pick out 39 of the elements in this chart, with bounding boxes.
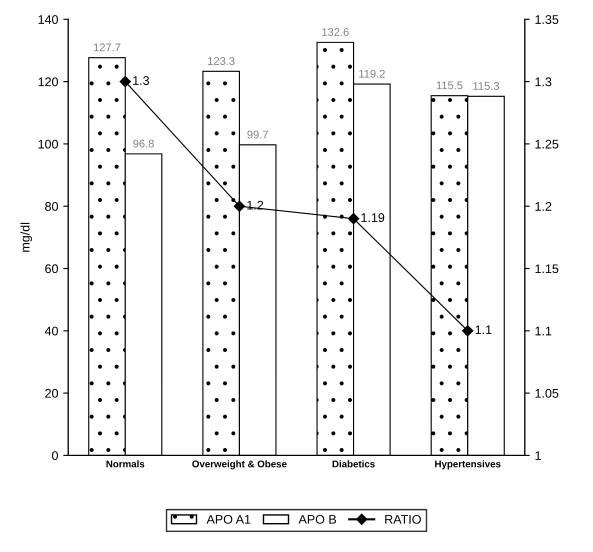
y2-tick-label: 1.05 bbox=[535, 388, 558, 398]
point bbox=[348, 213, 360, 224]
y-tick-label: 20 bbox=[45, 388, 58, 398]
y-tick-label: 120 bbox=[38, 77, 58, 86]
data-label: 132.6 bbox=[322, 28, 349, 36]
point bbox=[462, 325, 474, 336]
data-label: 119.2 bbox=[359, 70, 385, 78]
y2-tick-label: 1.1 bbox=[535, 326, 552, 336]
y2-tick-label: 1.2 bbox=[535, 202, 552, 211]
y-tick-label: 140 bbox=[38, 15, 58, 24]
x-tick-label: Normals bbox=[106, 460, 144, 468]
y-tick-label: 80 bbox=[45, 202, 58, 211]
y2-tick-label: 1.3 bbox=[535, 77, 552, 86]
legend-label: RATIO bbox=[385, 514, 421, 524]
y-tick-label: 100 bbox=[38, 140, 58, 149]
x-tick-label: Hypertensives bbox=[435, 460, 501, 470]
data-label: 127.7 bbox=[94, 43, 120, 52]
data-label: 115.3 bbox=[473, 82, 499, 90]
legend-label: APO A1 bbox=[206, 514, 250, 524]
y-tick-label: 0 bbox=[52, 451, 58, 460]
y-tick-label: 40 bbox=[44, 326, 58, 336]
y2-tick-label: 1 bbox=[535, 451, 541, 460]
x-tick-label: Overweight & Obese bbox=[192, 460, 287, 470]
y-tick-label: 60 bbox=[45, 264, 58, 274]
data-label: 1.19 bbox=[361, 213, 384, 222]
data-label: 1.1 bbox=[476, 325, 492, 334]
data-label: 99.7 bbox=[247, 130, 268, 138]
point bbox=[234, 200, 246, 212]
y-axis-title: mg/dl bbox=[20, 222, 32, 252]
data-label: 123.3 bbox=[208, 57, 235, 65]
point bbox=[120, 76, 131, 88]
data-label: 96.8 bbox=[133, 140, 154, 148]
data-label: 115.5 bbox=[436, 82, 462, 90]
y2-tick-label: 1.35 bbox=[535, 15, 558, 24]
x-tick-label: Diabetics bbox=[332, 460, 375, 468]
legend-label: APO B bbox=[298, 514, 336, 524]
y2-tick-label: 1.15 bbox=[535, 264, 558, 274]
data-label: 1.3 bbox=[133, 76, 150, 85]
y2-tick-label: 1.25 bbox=[535, 140, 558, 149]
